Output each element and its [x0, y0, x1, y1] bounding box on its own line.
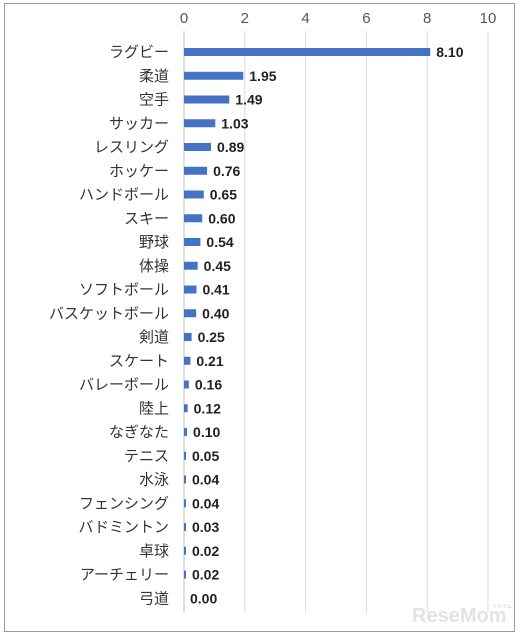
- bar: [184, 285, 197, 294]
- category-label: 柔道: [139, 67, 169, 85]
- category-label: スケート: [109, 352, 169, 370]
- category-label: ホッケー: [109, 162, 169, 180]
- bar: [184, 356, 191, 365]
- bar: [184, 404, 188, 413]
- x-tick-label: 4: [301, 10, 309, 27]
- bar: [184, 261, 198, 270]
- category-label: レスリング: [94, 138, 169, 156]
- bar: [184, 166, 208, 175]
- category-label: ハンドボール: [79, 186, 169, 204]
- data-label: 1.49: [235, 92, 262, 108]
- x-tick-label: 2: [241, 10, 249, 27]
- data-label: 8.10: [436, 44, 463, 60]
- data-label: 0.04: [192, 472, 219, 488]
- bar: [184, 214, 203, 223]
- data-label: 0.25: [198, 329, 225, 345]
- category-label: バスケットボール: [49, 304, 169, 322]
- category-label: フェンシング: [79, 494, 169, 512]
- data-labels: 8.10 1.95 1.49 1.03 0.89 0.76 0.65 0.60 0.54 0.45…: [190, 44, 464, 606]
- data-label: 0.60: [208, 210, 235, 226]
- category-label: サッカー: [109, 114, 169, 132]
- category-label: テニス: [124, 447, 169, 465]
- category-label: 水泳: [139, 471, 169, 489]
- data-label: 0.54: [206, 234, 233, 250]
- category-label: 野球: [139, 233, 169, 251]
- category-label: 空手: [139, 91, 169, 109]
- category-label: バレーボール: [79, 376, 169, 394]
- category-label: なぎなた: [109, 423, 169, 441]
- resemom-logo: ReseMom リセマム: [412, 604, 512, 627]
- category-label: 弓道: [139, 589, 169, 607]
- category-label: ソフトボール: [79, 281, 169, 299]
- category-label: アーチェリー: [80, 566, 169, 584]
- bar: [184, 95, 230, 104]
- data-label: 0.04: [192, 495, 219, 511]
- bar: [184, 428, 188, 436]
- x-tick-label: 0: [180, 10, 188, 27]
- category-labels: ラグビー柔道空手サッカーレスリングホッケーハンドボールスキー野球体操ソフトボール…: [49, 43, 169, 607]
- watermark-text: ReseMom: [412, 605, 506, 627]
- bar: [184, 143, 212, 151]
- data-label: 0.02: [192, 543, 219, 559]
- category-label: ラグビー: [109, 43, 169, 61]
- x-tick-label: 10: [480, 10, 497, 27]
- x-tick-label: 6: [362, 10, 370, 27]
- chart-frame: [4, 3, 515, 632]
- data-label: 0.65: [210, 187, 237, 203]
- data-label: 1.03: [221, 115, 248, 131]
- data-label: 0.00: [190, 590, 217, 606]
- data-label: 0.89: [217, 139, 244, 155]
- data-label: 1.95: [249, 68, 276, 84]
- bar: [184, 119, 216, 128]
- bar: [184, 499, 186, 508]
- data-label: 0.21: [196, 353, 223, 369]
- bar: [184, 546, 186, 555]
- data-label: 0.76: [213, 163, 240, 179]
- bar: [184, 523, 186, 531]
- bar: [184, 570, 186, 579]
- data-label: 0.40: [202, 305, 229, 321]
- bars: [184, 48, 431, 579]
- grid-lines: [183, 31, 489, 612]
- watermark-kana: リセマム: [492, 604, 512, 610]
- bar: [184, 380, 189, 389]
- category-label: 剣道: [139, 328, 169, 346]
- data-label: 0.12: [194, 400, 221, 416]
- category-label: 卓球: [139, 542, 169, 560]
- bar: [184, 48, 431, 56]
- x-axis-ticks: 0 2 4 6 8 10: [180, 10, 497, 27]
- category-label: スキー: [124, 209, 169, 227]
- data-label: 0.03: [192, 519, 219, 535]
- data-label: 0.10: [193, 424, 220, 440]
- category-label: バドミントン: [79, 518, 169, 536]
- data-label: 0.16: [195, 377, 222, 393]
- category-label: 陸上: [139, 399, 169, 417]
- bar: [184, 333, 192, 341]
- data-label: 0.45: [204, 258, 231, 274]
- category-label: 体操: [139, 257, 169, 275]
- data-label: 0.05: [192, 448, 219, 464]
- data-label: 0.41: [202, 282, 229, 298]
- x-tick-label: 8: [423, 10, 431, 27]
- bar: [184, 475, 186, 484]
- data-label: 0.02: [192, 567, 219, 583]
- bar: [184, 309, 197, 318]
- bar: [184, 451, 186, 460]
- bar: [184, 71, 244, 80]
- bar: [184, 190, 204, 199]
- bar: [184, 238, 201, 246]
